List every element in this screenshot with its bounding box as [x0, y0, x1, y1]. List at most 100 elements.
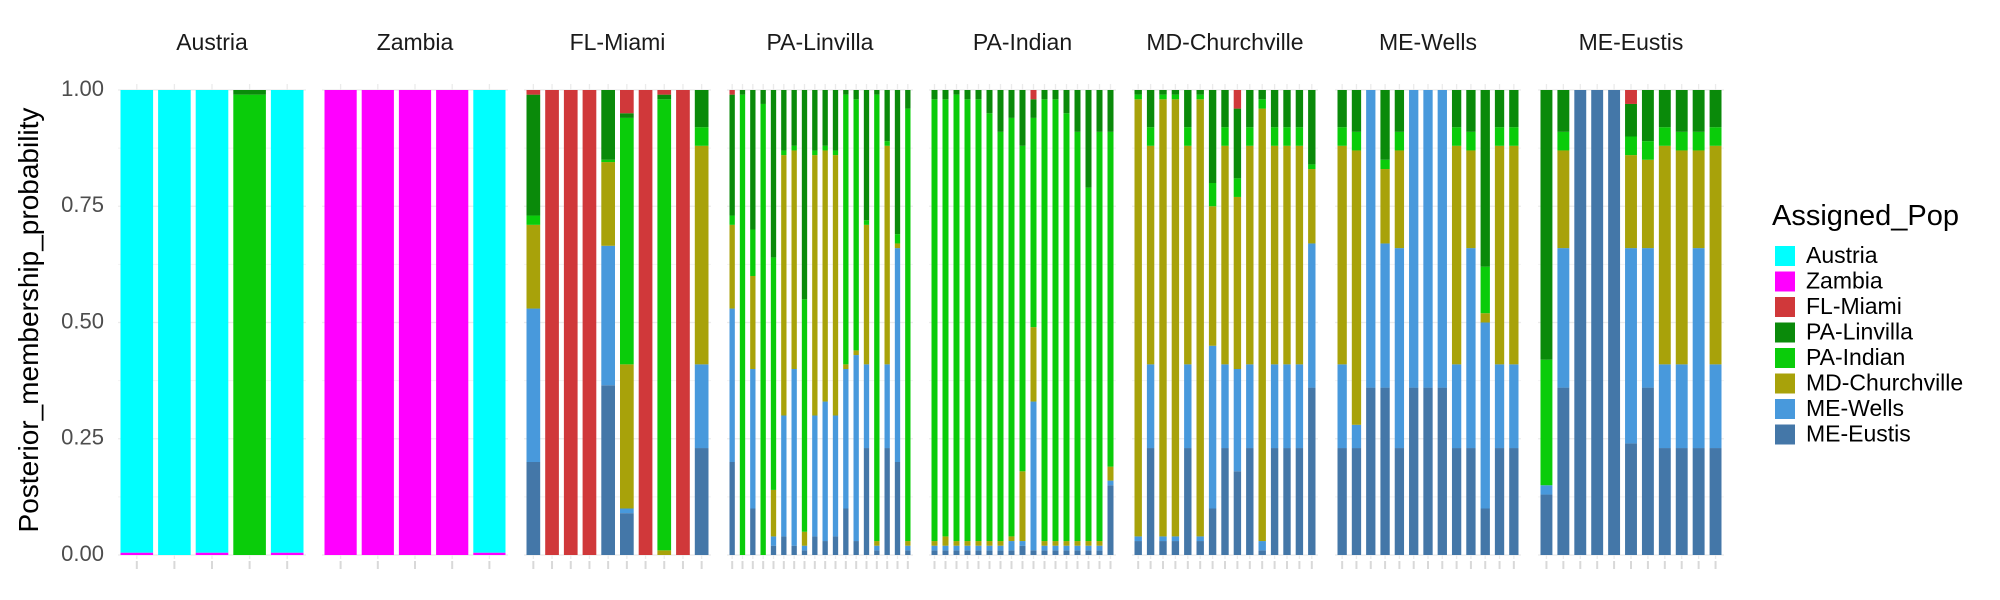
bar-segment	[601, 385, 615, 555]
bar-segment	[1233, 196, 1242, 369]
bar-segment	[781, 150, 787, 156]
bar-segment	[1295, 90, 1304, 128]
stacked-bar	[1146, 90, 1155, 555]
bar-segment	[1096, 550, 1103, 555]
bar-segment	[1221, 448, 1229, 555]
bar-segment	[1658, 448, 1671, 555]
bar-segment	[986, 113, 993, 542]
bar-segment	[1692, 248, 1705, 449]
bar-segment	[1184, 145, 1192, 365]
facet-panel: PA-Linvilla	[727, 29, 913, 569]
stacked-bar	[964, 90, 971, 555]
stacked-bar	[1008, 90, 1015, 555]
bar-segment	[1134, 90, 1142, 95]
bar-segment	[843, 94, 849, 365]
bar-segment	[1337, 448, 1347, 555]
legend-swatch	[1775, 246, 1795, 266]
bar-segment	[1074, 541, 1081, 546]
stacked-bar	[1159, 90, 1167, 555]
bar-segment	[1258, 99, 1266, 109]
bar-segment	[1096, 545, 1103, 551]
stacked-bar	[1184, 90, 1192, 555]
bar-segment	[1270, 145, 1279, 365]
bar-segment	[1146, 448, 1155, 555]
bar-segment	[729, 94, 735, 216]
bar-segment	[812, 150, 818, 156]
bar-segment	[812, 415, 818, 537]
bar-segment	[526, 308, 541, 462]
bar-segment	[1394, 131, 1405, 151]
bar-segment	[1208, 183, 1217, 207]
stacked-bar	[657, 90, 672, 555]
bar-segment	[1246, 90, 1254, 128]
bar-segment	[526, 94, 541, 216]
stacked-bar	[1591, 90, 1604, 555]
legend-item: ME-Eustis	[1775, 421, 1911, 447]
bar-segment	[1221, 90, 1229, 128]
bar-segment	[894, 462, 901, 555]
legend-item: FL-Miami	[1775, 293, 1902, 319]
bar-segment	[1394, 90, 1405, 132]
legend-swatch	[1775, 322, 1795, 343]
bar-segment	[1221, 145, 1229, 365]
bar-segment	[1233, 178, 1242, 197]
bar-segment	[1208, 345, 1217, 509]
stacked-bar	[1221, 90, 1229, 555]
bar-segment	[1258, 550, 1266, 555]
bar-segment	[1063, 550, 1070, 555]
bar-segment	[1351, 150, 1362, 425]
bar-segment	[1423, 90, 1433, 388]
bar-segment	[1451, 127, 1462, 146]
bar-segment	[1085, 90, 1092, 188]
stacked-bar	[781, 90, 787, 555]
bar-segment	[931, 90, 938, 100]
bar-segment	[1709, 90, 1722, 128]
bar-segment	[1030, 117, 1037, 328]
bar-segment	[638, 90, 653, 555]
bar-segment	[1030, 90, 1037, 100]
stacked-bar	[1625, 90, 1637, 555]
bar-segment	[975, 545, 982, 551]
bar-segment	[436, 90, 469, 555]
bar-segment	[1208, 90, 1217, 183]
bar-segment	[822, 401, 828, 542]
stacked-bar	[1308, 90, 1316, 555]
bar-segment	[1221, 127, 1229, 146]
bar-segment	[657, 94, 672, 100]
bar-segment	[1351, 131, 1362, 151]
bar-segment	[1008, 536, 1015, 542]
bar-segment	[750, 276, 756, 369]
bar-segment	[750, 508, 756, 555]
stacked-bar	[1041, 90, 1048, 555]
bar-segment	[158, 90, 191, 555]
bar-segment	[1451, 364, 1462, 449]
legend-label: ME-Eustis	[1806, 421, 1911, 447]
bar-segment	[791, 150, 797, 369]
legend-label: Austria	[1806, 242, 1878, 268]
bar-segment	[894, 248, 901, 462]
bar-segment	[1658, 127, 1671, 146]
bar-segment	[1146, 364, 1155, 449]
bar-segment	[1019, 145, 1026, 472]
facet-panel: ME-Wells	[1335, 29, 1521, 569]
bar-segment	[694, 145, 709, 365]
bar-segment	[1494, 145, 1505, 365]
bar-segment	[1146, 90, 1155, 128]
bar-segment	[863, 224, 870, 365]
bar-segment	[853, 350, 859, 356]
bar-segment	[1085, 545, 1092, 551]
bar-segment	[931, 545, 938, 551]
bar-segment	[884, 141, 890, 146]
bar-segment	[770, 90, 777, 258]
legend-label: ME-Wells	[1806, 395, 1904, 421]
bar-segment	[1380, 159, 1390, 170]
bar-segment	[1146, 145, 1155, 365]
stacked-bar	[1351, 90, 1362, 555]
bar-segment	[1030, 401, 1037, 551]
stacked-bar	[986, 90, 993, 555]
bar-segment	[1380, 243, 1390, 388]
bar-segment	[1394, 248, 1405, 449]
bar-segment	[1052, 90, 1059, 100]
stacked-bar	[1096, 90, 1103, 555]
bar-segment	[905, 90, 911, 109]
